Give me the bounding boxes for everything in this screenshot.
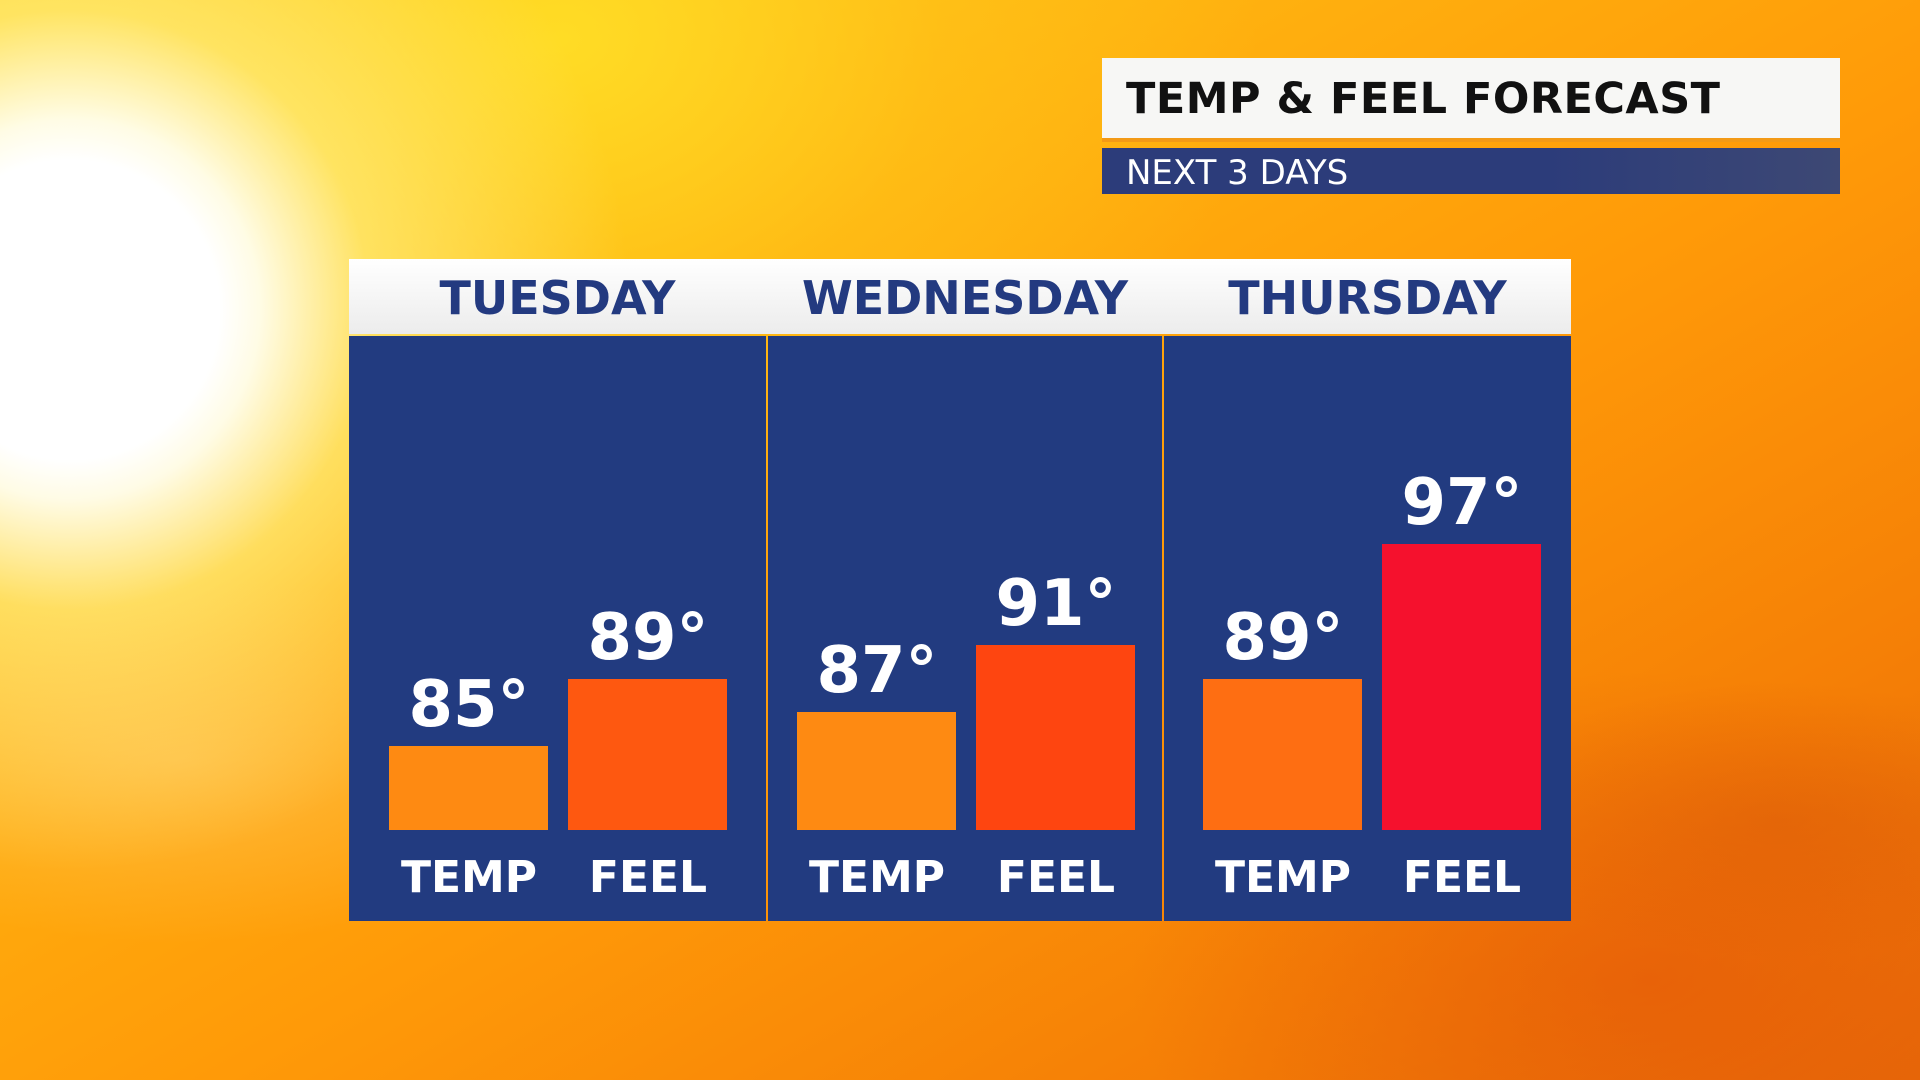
series-label-tuesday-feel: FEEL: [588, 852, 708, 903]
bar-wednesday-feel: [976, 645, 1135, 830]
day-label-wednesday: WEDNESDAY: [801, 271, 1129, 325]
series-label-wednesday-feel: FEEL: [996, 852, 1116, 903]
series-label-tuesday-temp: TEMP: [400, 852, 538, 903]
day-label-tuesday: TUESDAY: [439, 271, 676, 325]
value-label-thursday-feel: 97°: [1401, 466, 1523, 541]
value-label-tuesday-temp: 85°: [408, 668, 530, 742]
forecast-chart: TUESDAY WEDNESDAY THURSDAY 85° TEMP 89° FEE…: [349, 259, 1571, 921]
series-label-wednesday-temp: TEMP: [808, 852, 946, 903]
value-label-thursday-temp: 89°: [1222, 600, 1344, 675]
day-header-bar: TUESDAY WEDNESDAY THURSDAY: [349, 259, 1571, 334]
value-label-wednesday-temp: 87°: [816, 634, 938, 709]
title-card: TEMP & FEEL FORECAST: [1102, 58, 1840, 142]
value-label-wednesday-feel: 91°: [995, 567, 1117, 642]
bar-thursday-temp: [1203, 678, 1362, 830]
day-label-thursday: THURSDAY: [1228, 271, 1507, 325]
series-label-thursday-feel: FEEL: [1402, 852, 1522, 903]
bar-tuesday-temp: [389, 746, 548, 830]
series-label-thursday-temp: TEMP: [1214, 852, 1352, 903]
bar-tuesday-feel: [568, 678, 727, 830]
value-label-tuesday-feel: 89°: [587, 600, 709, 675]
bar-wednesday-temp: [797, 712, 956, 830]
subtitle-card: NEXT 3 DAYS: [1102, 148, 1840, 194]
chart-subtitle: NEXT 3 DAYS: [1126, 153, 1349, 193]
chart-title: TEMP & FEEL FORECAST: [1126, 74, 1721, 124]
bar-thursday-feel: [1382, 544, 1541, 830]
